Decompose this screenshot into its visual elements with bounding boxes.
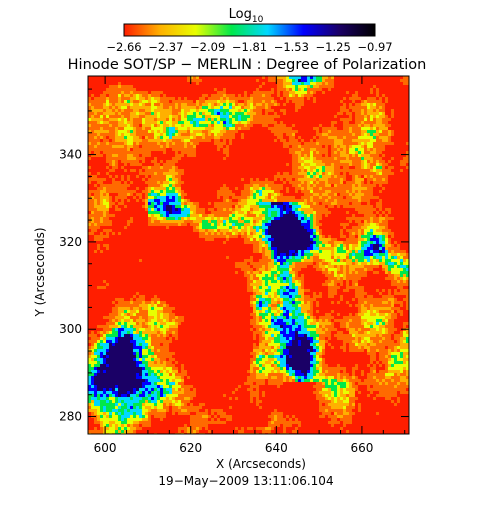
colorbar-tick-label: −1.25 <box>316 40 351 54</box>
x-tick-label: 660 <box>350 441 373 455</box>
chart-title: Hinode SOT/SP − MERLIN : Degree of Polar… <box>68 57 427 73</box>
colorbar-label: Log10 <box>229 7 264 25</box>
colorbar-tick-label: −2.09 <box>190 40 225 54</box>
colorbar-tick-label: −1.53 <box>274 40 309 54</box>
colorbar-tick-label: −1.81 <box>232 40 267 54</box>
x-tick-label: 620 <box>179 441 202 455</box>
colorbar-tick-label: −2.66 <box>106 40 141 54</box>
date-label: 19−May−2009 13:11:06.104 <box>158 474 333 488</box>
x-tick-label: 640 <box>265 441 288 455</box>
colorbar-tick-label: −0.97 <box>357 40 392 54</box>
y-axis-label: Y (Arcseconds) <box>33 227 47 317</box>
y-tick-label: 320 <box>59 235 82 249</box>
y-tick-label: 300 <box>59 322 82 336</box>
y-tick-label: 340 <box>59 148 82 162</box>
colorbar-tick-label: −2.37 <box>148 40 183 54</box>
x-axis-label: X (Arcseconds) <box>216 457 306 471</box>
y-tick-label: 280 <box>59 410 82 424</box>
colorbar <box>124 24 375 36</box>
x-tick-label: 600 <box>94 441 117 455</box>
heatmap-cells <box>88 76 409 436</box>
colorbar-ticks: −2.66 −2.37 −2.09 −1.81 −1.53 −1.25 −0.97 <box>106 40 392 54</box>
